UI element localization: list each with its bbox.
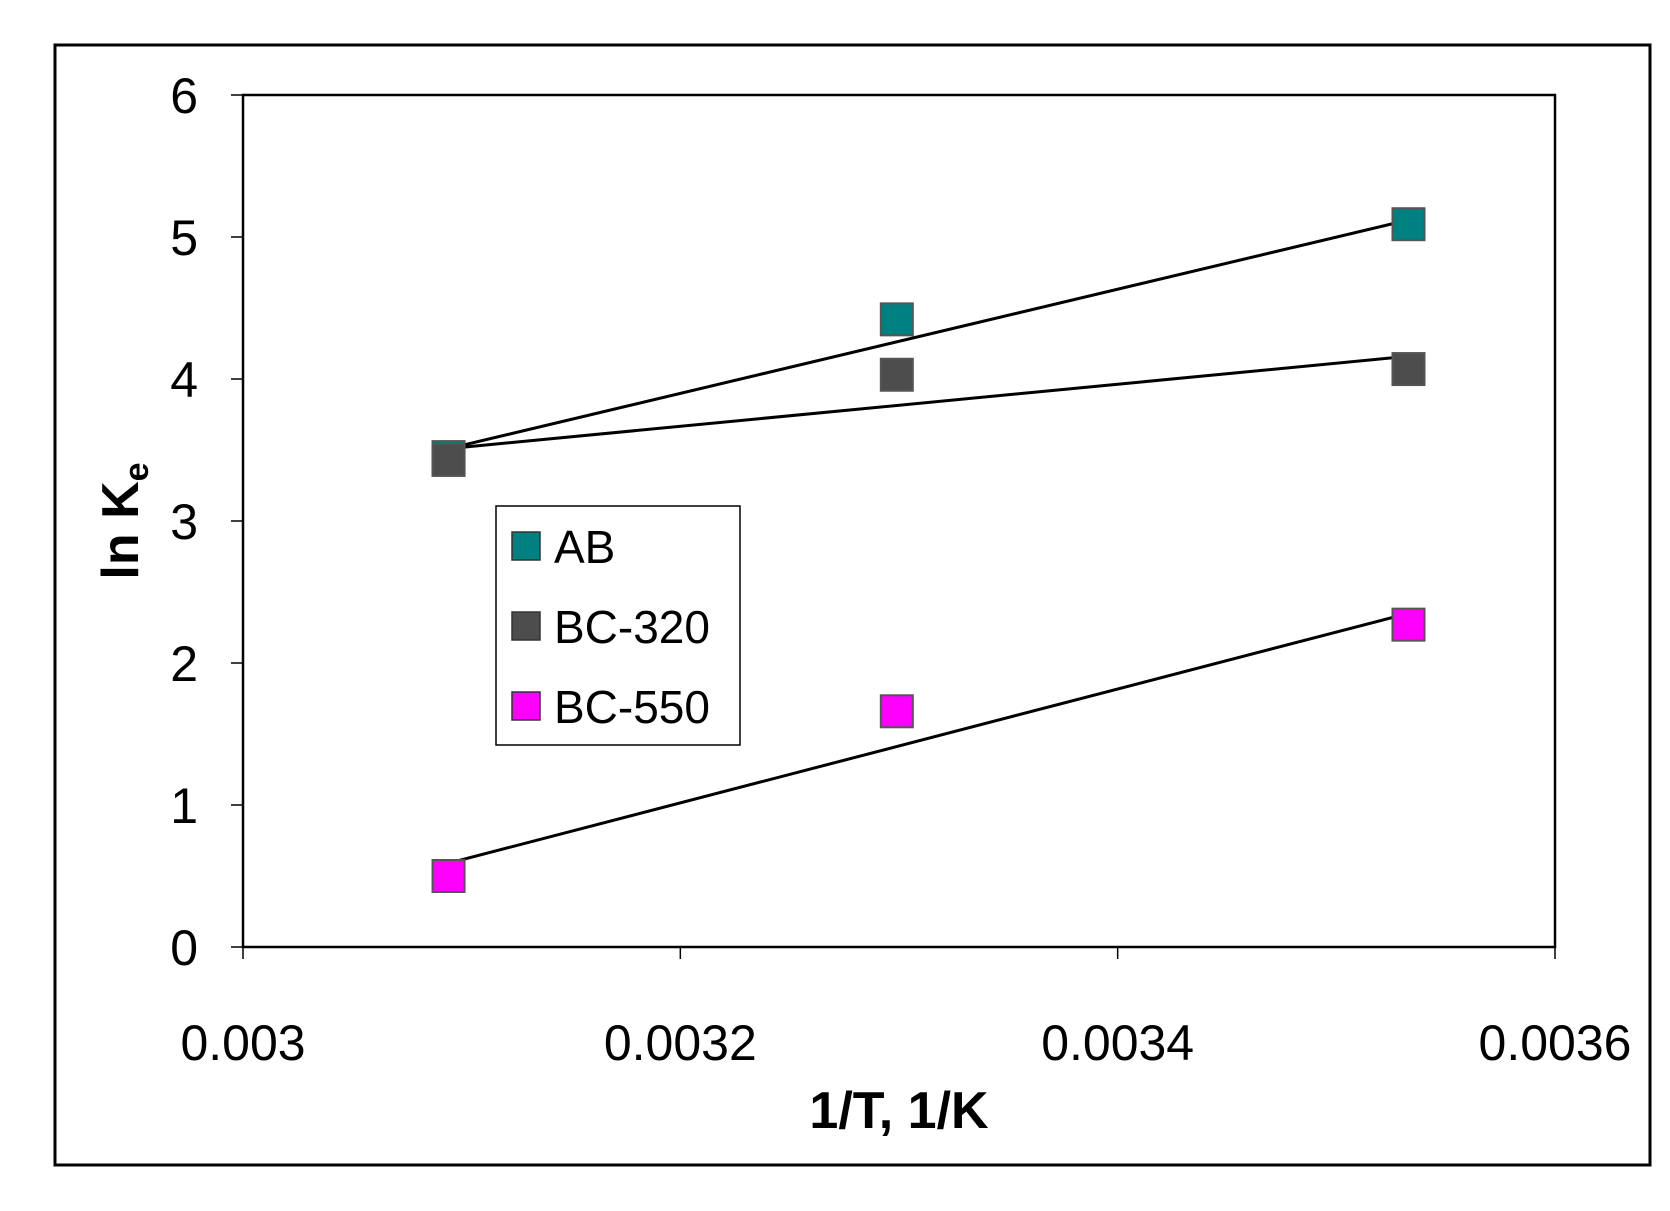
x-axis-label: 1/T, 1/K xyxy=(809,1082,989,1140)
data-point-bc-550 xyxy=(431,859,466,893)
data-point-bc-320 xyxy=(879,357,914,392)
legend-label-bc-320: BC-320 xyxy=(554,601,710,653)
y-tick-label: 2 xyxy=(170,636,198,692)
y-tick-label: 0 xyxy=(170,920,198,976)
y-axis-label-main: ln K xyxy=(92,481,150,580)
y-tick-label: 4 xyxy=(170,352,198,408)
data-point-bc-320 xyxy=(1391,352,1426,387)
plot-area xyxy=(241,93,1557,949)
trendlines xyxy=(448,218,1409,865)
legend-swatch-bc-320 xyxy=(511,611,541,641)
trendline-bc-320 xyxy=(448,354,1409,451)
data-point-bc-320 xyxy=(431,442,466,477)
legend-swatch-ab xyxy=(511,531,541,561)
x-axis: 0.003 0.0032 0.0034 0.0036 xyxy=(180,947,1631,1071)
y-tick-label: 6 xyxy=(170,68,198,124)
legend-label-ab: AB xyxy=(554,521,615,573)
y-axis-label-subscript: e xyxy=(118,462,156,481)
x-tick-label: 0.003 xyxy=(180,1015,305,1071)
data-point-bc-550 xyxy=(879,694,914,729)
trendline-ab xyxy=(448,218,1409,451)
data-point-ab xyxy=(1391,207,1426,242)
data-point-ab xyxy=(879,302,914,337)
y-axis-label: ln Ke xyxy=(92,462,156,579)
y-tick-label: 3 xyxy=(170,494,198,550)
x-tick-label: 0.0036 xyxy=(1479,1015,1632,1071)
x-tick-label: 0.0034 xyxy=(1041,1015,1194,1071)
y-tick-label: 1 xyxy=(170,778,198,834)
legend: AB BC-320 BC-550 xyxy=(495,505,741,746)
x-tick-label: 0.0032 xyxy=(604,1015,757,1071)
trendline-bc-550 xyxy=(448,611,1409,865)
y-axis: 0 1 2 3 4 5 6 xyxy=(170,68,243,976)
legend-label-bc-550: BC-550 xyxy=(554,681,710,733)
legend-swatch-bc-550 xyxy=(511,691,541,721)
svg-text:ln Ke: ln Ke xyxy=(92,462,156,579)
data-point-bc-550 xyxy=(1391,607,1426,642)
data-points xyxy=(431,207,1426,893)
y-tick-label: 5 xyxy=(170,210,198,266)
